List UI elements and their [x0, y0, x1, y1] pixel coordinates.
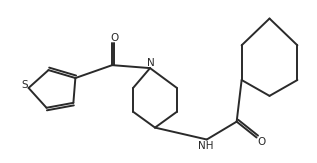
Text: O: O: [257, 137, 266, 147]
Text: N: N: [147, 58, 155, 68]
Text: O: O: [111, 33, 119, 44]
Text: NH: NH: [198, 141, 214, 151]
Text: S: S: [21, 80, 28, 90]
